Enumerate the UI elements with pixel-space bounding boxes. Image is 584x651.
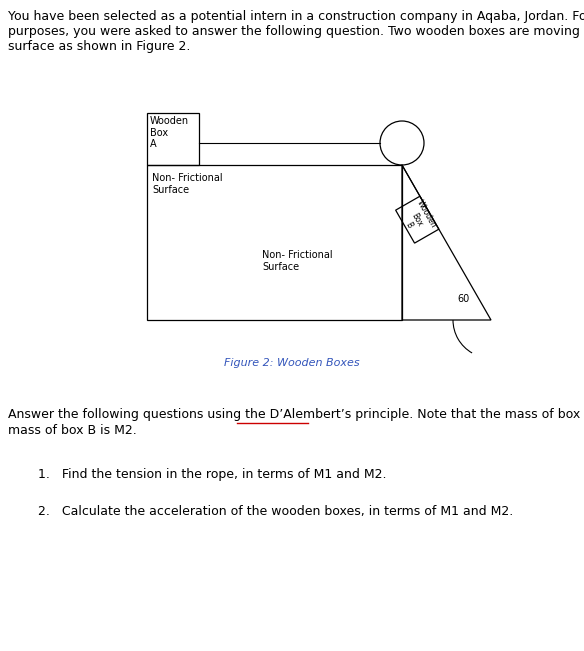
Text: Non- Frictional
Surface: Non- Frictional Surface: [152, 173, 223, 195]
Text: 2.   Calculate the acceleration of the wooden boxes, in terms of M1 and M2.: 2. Calculate the acceleration of the woo…: [38, 505, 513, 518]
Text: Wooden
Box
A: Wooden Box A: [150, 116, 189, 149]
Text: You have been selected as a potential intern in a construction company in Aqaba,: You have been selected as a potential in…: [8, 10, 584, 53]
Text: mass of box B is M2.: mass of box B is M2.: [8, 424, 137, 437]
Text: Wooden
Box
B: Wooden Box B: [397, 199, 438, 240]
Text: Non- Frictional
Surface: Non- Frictional Surface: [262, 250, 333, 271]
Text: 60: 60: [457, 294, 469, 304]
Text: Answer the following questions using the D’Alembert’s principle. Note that the m: Answer the following questions using the…: [8, 408, 584, 421]
Text: 1.   Find the tension in the rope, in terms of M1 and M2.: 1. Find the tension in the rope, in term…: [38, 468, 387, 481]
Text: Figure 2: Wooden Boxes: Figure 2: Wooden Boxes: [224, 358, 360, 368]
